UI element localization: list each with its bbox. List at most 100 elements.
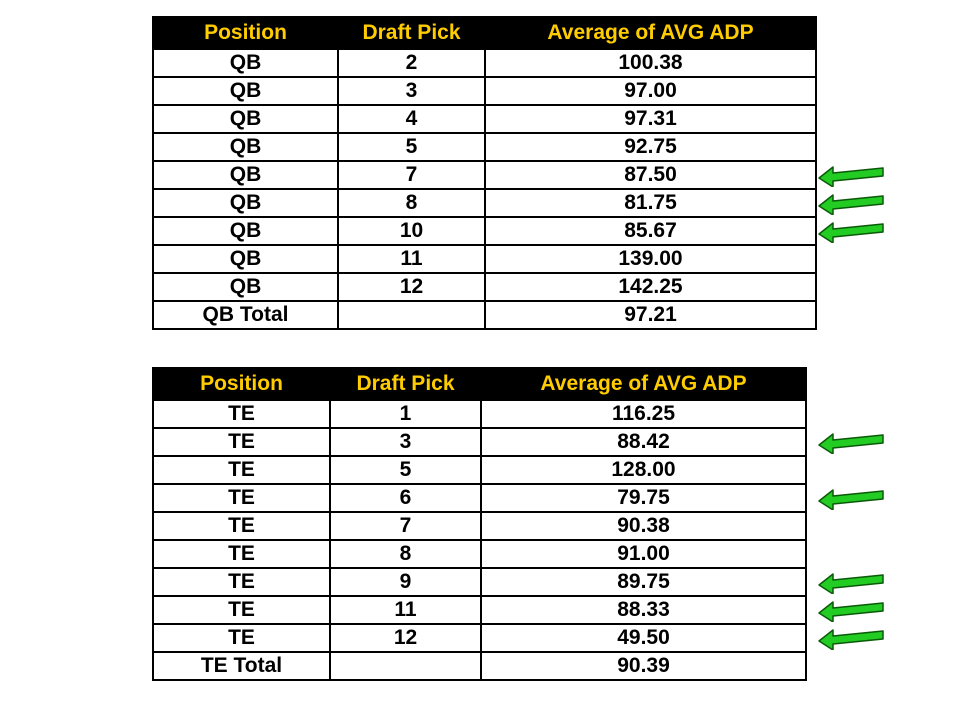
cell-draft-pick: 7 (337, 160, 486, 190)
arrow-shape (818, 573, 884, 594)
table-row: TE 5 128.00 (152, 455, 807, 485)
left-arrow-icon (818, 489, 884, 510)
arrow-shape (818, 222, 884, 243)
cell-average-adp: 97.00 (484, 76, 817, 106)
table-header-row: Position Draft Pick Average of AVG ADP (152, 367, 807, 401)
cell-position: QB (152, 216, 339, 246)
cell-position: QB (152, 132, 339, 162)
table-total-row: QB Total 97.21 (152, 300, 817, 330)
cell-average-adp: 79.75 (480, 483, 807, 513)
cell-draft-pick: 2 (337, 48, 486, 78)
left-arrow-icon (818, 433, 884, 454)
header-position: Position (152, 16, 339, 50)
table-row: QB 12 142.25 (152, 272, 817, 302)
cell-position: QB (152, 244, 339, 274)
cell-draft-pick: 8 (337, 188, 486, 218)
cell-average-adp: 100.38 (484, 48, 817, 78)
cell-average-adp: 89.75 (480, 567, 807, 597)
cell-average-adp: 139.00 (484, 244, 817, 274)
cell-position: TE (152, 567, 331, 597)
cell-draft-pick: 10 (337, 216, 486, 246)
header-average-adp: Average of AVG ADP (484, 16, 817, 50)
te-adp-table: Position Draft Pick Average of AVG ADP T… (152, 367, 807, 681)
table-row: QB 5 92.75 (152, 132, 817, 162)
cell-average-adp: 92.75 (484, 132, 817, 162)
arrow-shape (818, 489, 884, 510)
qb-adp-table: Position Draft Pick Average of AVG ADP Q… (152, 16, 817, 330)
header-draft-pick: Draft Pick (329, 367, 482, 401)
cell-draft-pick: 4 (337, 104, 486, 134)
cell-average-adp: 116.25 (480, 399, 807, 429)
left-arrow-icon (818, 573, 884, 594)
cell-position: TE (152, 623, 331, 653)
table-total-row: TE Total 90.39 (152, 651, 807, 681)
cell-position: QB (152, 48, 339, 78)
table-row: TE 11 88.33 (152, 595, 807, 625)
cell-position: QB Total (152, 300, 339, 330)
cell-position: TE (152, 483, 331, 513)
cell-average-adp: 88.33 (480, 595, 807, 625)
cell-position: TE (152, 455, 331, 485)
table-row: QB 7 87.50 (152, 160, 817, 190)
cell-draft-pick: 5 (329, 455, 482, 485)
table-row: QB 3 97.00 (152, 76, 817, 106)
cell-draft-pick: 11 (337, 244, 486, 274)
cell-draft-pick: 12 (337, 272, 486, 302)
cell-draft-pick: 12 (329, 623, 482, 653)
cell-draft-pick: 3 (337, 76, 486, 106)
cell-position: QB (152, 188, 339, 218)
table-row: QB 4 97.31 (152, 104, 817, 134)
cell-draft-pick: 3 (329, 427, 482, 457)
table-header-row: Position Draft Pick Average of AVG ADP (152, 16, 817, 50)
cell-draft-pick: 6 (329, 483, 482, 513)
arrow-shape (818, 433, 884, 454)
arrow-shape (818, 629, 884, 650)
cell-position: QB (152, 272, 339, 302)
cell-average-adp: 90.38 (480, 511, 807, 541)
table-row: TE 6 79.75 (152, 483, 807, 513)
table-row: TE 9 89.75 (152, 567, 807, 597)
cell-draft-pick (337, 300, 486, 330)
table-row: TE 12 49.50 (152, 623, 807, 653)
table-row: TE 1 116.25 (152, 399, 807, 429)
cell-position: TE (152, 399, 331, 429)
cell-position: QB (152, 160, 339, 190)
cell-average-adp: 97.21 (484, 300, 817, 330)
header-average-adp: Average of AVG ADP (480, 367, 807, 401)
left-arrow-icon (818, 166, 884, 187)
cell-average-adp: 88.42 (480, 427, 807, 457)
cell-average-adp: 49.50 (480, 623, 807, 653)
left-arrow-icon (818, 629, 884, 650)
cell-draft-pick: 5 (337, 132, 486, 162)
cell-draft-pick: 8 (329, 539, 482, 569)
table-row: TE 7 90.38 (152, 511, 807, 541)
cell-average-adp: 142.25 (484, 272, 817, 302)
arrow-shape (818, 166, 884, 187)
cell-position: TE (152, 511, 331, 541)
left-arrow-icon (818, 194, 884, 215)
cell-position: QB (152, 76, 339, 106)
cell-position: QB (152, 104, 339, 134)
arrow-shape (818, 194, 884, 215)
cell-average-adp: 128.00 (480, 455, 807, 485)
header-position: Position (152, 367, 331, 401)
cell-average-adp: 81.75 (484, 188, 817, 218)
cell-draft-pick: 7 (329, 511, 482, 541)
cell-position: TE Total (152, 651, 331, 681)
table-row: QB 2 100.38 (152, 48, 817, 78)
table-row: QB 8 81.75 (152, 188, 817, 218)
cell-position: TE (152, 539, 331, 569)
table-row: TE 8 91.00 (152, 539, 807, 569)
cell-position: TE (152, 595, 331, 625)
cell-average-adp: 87.50 (484, 160, 817, 190)
table-row: QB 10 85.67 (152, 216, 817, 246)
cell-average-adp: 85.67 (484, 216, 817, 246)
table-row: TE 3 88.42 (152, 427, 807, 457)
table-row: QB 11 139.00 (152, 244, 817, 274)
header-draft-pick: Draft Pick (337, 16, 486, 50)
cell-average-adp: 90.39 (480, 651, 807, 681)
cell-draft-pick (329, 651, 482, 681)
left-arrow-icon (818, 222, 884, 243)
left-arrow-icon (818, 601, 884, 622)
cell-draft-pick: 9 (329, 567, 482, 597)
